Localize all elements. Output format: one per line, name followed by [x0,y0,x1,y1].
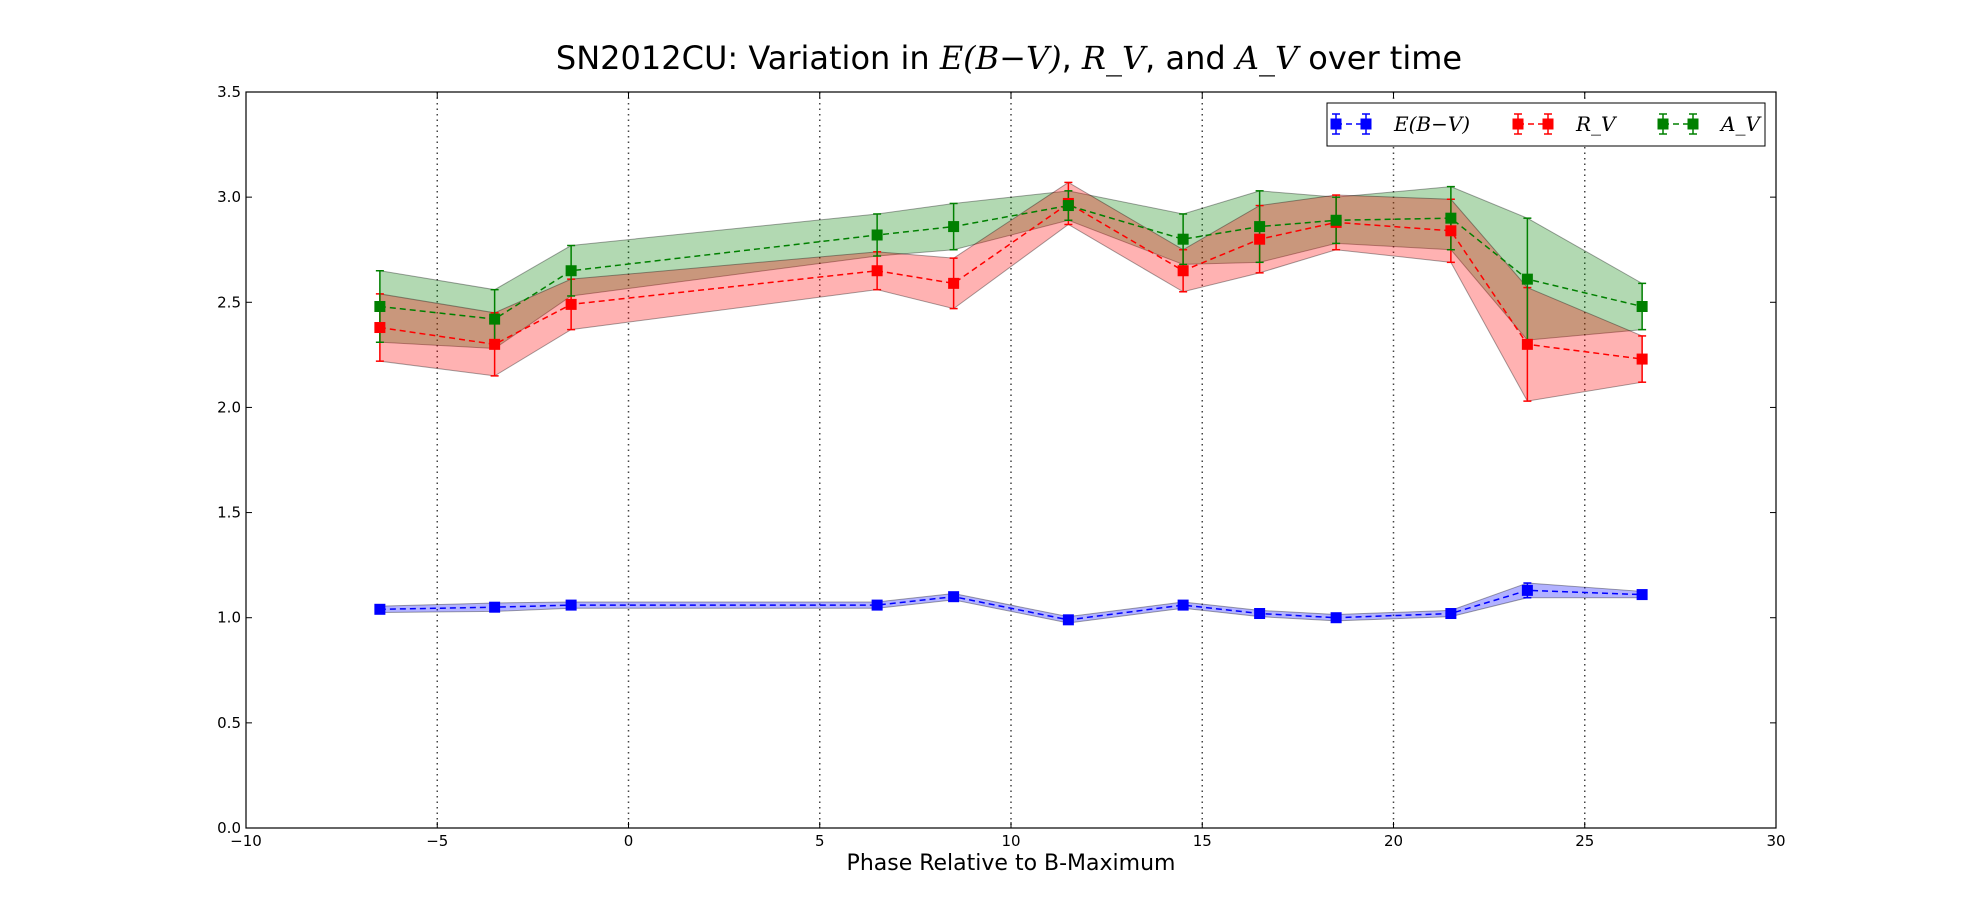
title-ebv: E(B−V) [939,39,1062,77]
chart-title: SN2012CU: Variation in E(B−V), R_V, and … [556,39,1462,77]
point-ebv-0 [374,603,386,615]
x-tick-label-7: 25 [1575,832,1594,850]
x-tick-label-4: 10 [1001,832,1020,850]
point-rv-7 [1254,233,1266,245]
point-av-8 [1330,214,1342,226]
point-av-10 [1521,273,1533,285]
axis-ticks [245,91,1777,829]
title-rv: R_V [1081,39,1148,77]
point-av-6 [1177,233,1189,245]
point-rv-9 [1445,225,1457,237]
x-tick-label-2: 0 [624,832,634,850]
legend-label-ebv: E(B−V) [1393,112,1470,136]
point-rv-0 [374,322,386,334]
title-suffix: over time [1298,39,1462,77]
data-points [374,197,1648,626]
y-tick-label-0: 0.0 [217,819,241,837]
point-av-2 [565,265,577,277]
x-tick-label-6: 20 [1384,832,1403,850]
point-ebv-8 [1330,612,1342,624]
point-rv-10 [1521,338,1533,350]
x-tick-label-3: 5 [815,832,825,850]
y-tick-labels: 0.0 0.5 1.0 1.5 2.0 2.5 3.0 3.5 [217,83,241,837]
point-ebv-1 [489,601,501,613]
title-prefix: SN2012CU: Variation in [556,39,940,77]
point-ebv-2 [565,599,577,611]
x-tick-labels: −10 −5 0 5 10 15 20 25 30 [230,832,1785,850]
legend-item-av: A_V [1657,112,1762,136]
point-rv-6 [1177,265,1189,277]
point-rv-3 [871,265,883,277]
point-rv-2 [565,298,577,310]
point-av-3 [871,229,883,241]
point-rv-11 [1636,353,1648,365]
x-tick-label-0: −10 [230,832,262,850]
y-tick-label-6: 3.0 [217,188,241,206]
series-lines [379,202,1643,621]
y-tick-label-1: 0.5 [217,714,241,732]
y-tick-label-4: 2.0 [217,398,241,416]
point-rv-1 [489,338,501,350]
x-tick-label-1: −5 [426,832,448,850]
point-ebv-6 [1177,599,1189,611]
legend: E(B−V) R_V A_V [1326,102,1766,147]
point-ebv-9 [1445,608,1457,620]
y-tick-label-7: 3.5 [217,83,241,101]
title-sep-1: , [1062,39,1082,77]
legend-item-ebv: E(B−V) [1330,112,1470,136]
point-av-4 [948,221,960,233]
point-av-0 [374,300,386,312]
point-ebv-10 [1521,584,1533,596]
legend-item-rv: R_V [1512,112,1618,136]
point-av-9 [1445,212,1457,224]
y-tick-label-5: 2.5 [217,293,241,311]
x-axis-label: Phase Relative to B-Maximum [847,851,1176,876]
point-av-11 [1636,300,1648,312]
point-ebv-7 [1254,608,1266,620]
line-rv [379,202,1643,360]
point-av-1 [489,313,501,325]
error-bands [379,181,1643,624]
point-ebv-11 [1636,589,1648,601]
title-sep-2: , and [1145,39,1236,77]
line-av [379,204,1643,320]
legend-items: E(B−V) R_V A_V [1330,112,1762,136]
point-ebv-3 [871,599,883,611]
x-tick-label-5: 15 [1193,832,1212,850]
title-av: A_V [1233,39,1301,77]
point-av-5 [1062,200,1074,212]
y-tick-label-3: 1.5 [217,504,241,522]
legend-label-rv: R_V [1575,112,1618,136]
legend-label-av: A_V [1719,112,1762,136]
point-ebv-5 [1062,614,1074,626]
x-tick-label-8: 30 [1766,832,1785,850]
y-tick-label-2: 1.0 [217,609,241,627]
point-rv-4 [948,277,960,289]
point-av-7 [1254,221,1266,233]
point-ebv-4 [948,591,960,603]
